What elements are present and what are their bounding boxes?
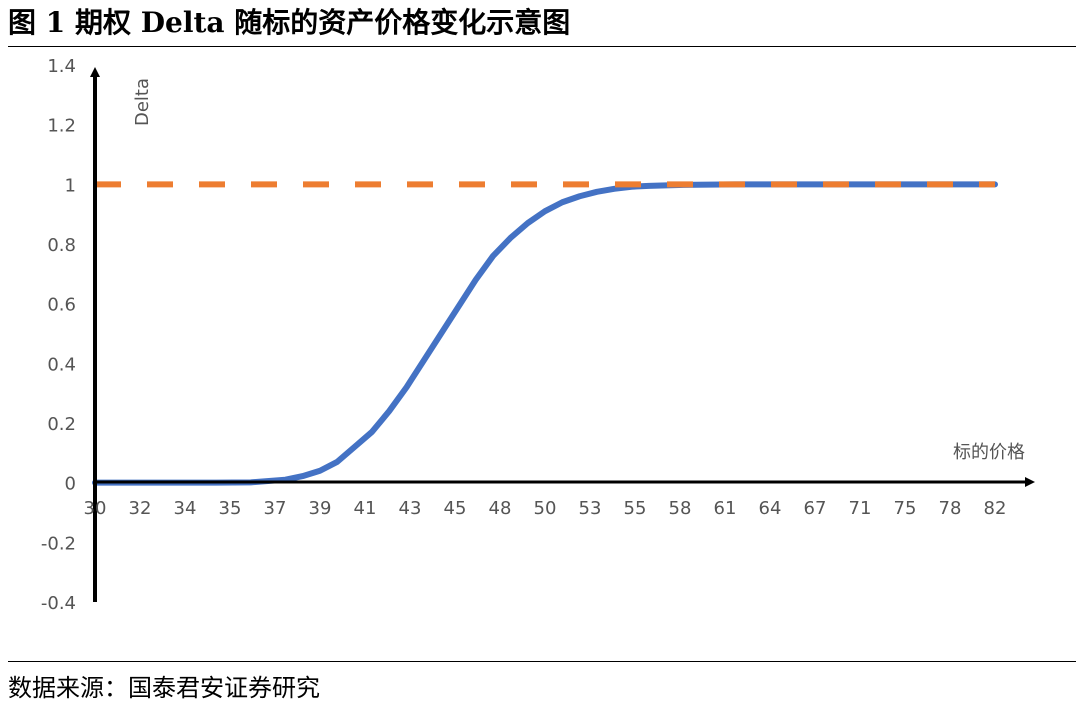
x-tick-label: 39: [309, 498, 332, 519]
y-tick-labels: 1.4 1.2 1 0.8 0.6 0.4 0.2 0 -0.2 -0.4: [41, 56, 76, 614]
y-tick-label: -0.4: [41, 593, 76, 614]
x-tick-labels: 30 32 34 35 37 39 41 43 45 48 50 53 55 58 61 64 67 71 75 78…: [84, 498, 1007, 519]
x-tick-label: 61: [714, 498, 737, 519]
y-tick-label: 0.4: [47, 354, 76, 375]
y-tick-label: 1.4: [47, 56, 76, 77]
source-note: 数据来源：国泰君安证券研究: [8, 674, 320, 702]
x-tick-label: 37: [264, 498, 287, 519]
x-tick-label: 58: [669, 498, 692, 519]
source-rule: [8, 661, 1076, 662]
x-tick-label: 78: [939, 498, 962, 519]
x-tick-label: 43: [399, 498, 422, 519]
delta-curve: [92, 181, 998, 486]
y-tick-label: -0.2: [41, 533, 76, 554]
x-tick-label: 45: [444, 498, 467, 519]
y-tick-label: 1: [65, 175, 76, 196]
x-tick-label: 32: [129, 498, 152, 519]
title-rule: [8, 46, 1076, 47]
x-tick-label: 50: [534, 498, 557, 519]
x-tick-label: 67: [804, 498, 827, 519]
x-tick-label: 55: [624, 498, 647, 519]
x-tick-label: 30: [84, 498, 107, 519]
x-tick-label: 48: [489, 498, 512, 519]
x-tick-label: 41: [354, 498, 377, 519]
series-layer: [92, 181, 998, 486]
x-tick-label: 35: [219, 498, 242, 519]
y-tick-label: 0: [65, 474, 76, 495]
x-tick-label: 82: [984, 498, 1007, 519]
y-tick-label: 0.6: [47, 295, 76, 316]
y-axis-label: Delta: [132, 78, 153, 126]
x-tick-label: 71: [849, 498, 872, 519]
y-tick-label: 1.2: [47, 116, 76, 137]
x-tick-label: 75: [894, 498, 917, 519]
y-tick-label: 0.8: [47, 235, 76, 256]
figure-title: 图 1 期权 Delta 随标的资产价格变化示意图: [8, 6, 571, 39]
x-tick-label: 64: [759, 498, 782, 519]
x-tick-label: 34: [174, 498, 197, 519]
y-tick-label: 0.2: [47, 414, 76, 435]
x-axis-label: 标的价格: [953, 442, 1025, 463]
x-tick-label: 53: [579, 498, 602, 519]
